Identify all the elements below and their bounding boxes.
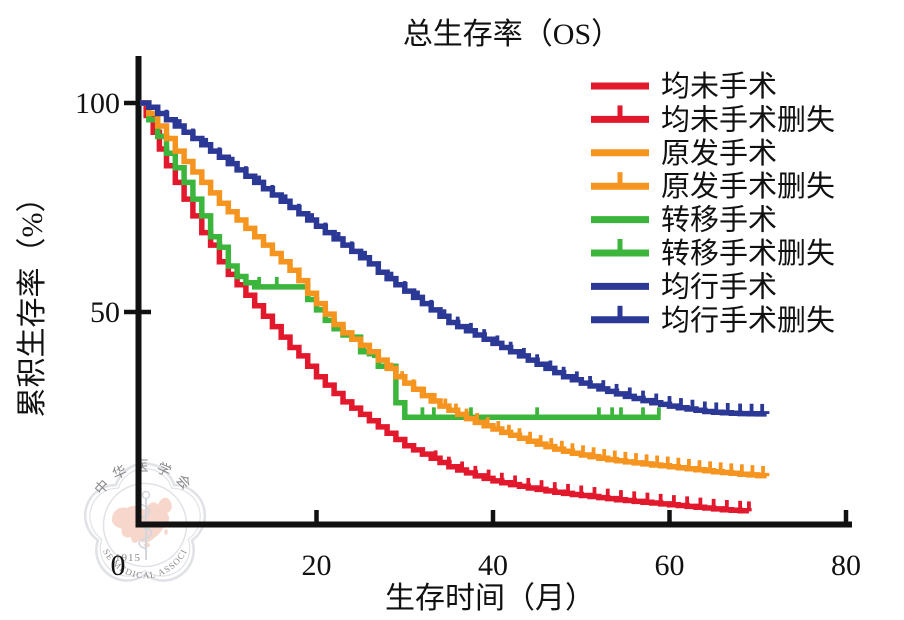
x-tick-label: 40: [478, 549, 508, 582]
legend-row: 均未手术: [591, 70, 777, 103]
x-axis-title: 生存时间（月）: [385, 582, 595, 615]
legend-row: 均行手术删失: [591, 304, 835, 337]
snake-icon: [136, 503, 153, 550]
seal-flower-outline: [83, 462, 207, 582]
y-tick-label: 100: [75, 87, 120, 120]
x-tick-label: 80: [831, 549, 861, 582]
legend-label: 均行手术: [661, 270, 777, 303]
seal-flower-inner-outline: [89, 468, 201, 577]
legend-label: 原发手术删失: [661, 170, 835, 203]
legend-label: 均未手术: [661, 70, 777, 103]
legend-label: 均未手术删失: [661, 103, 835, 136]
chart-title: 总生存率（OS）: [403, 18, 621, 51]
x-tick-label: 0: [111, 549, 126, 582]
legend-row: 转移手术删失: [591, 237, 835, 270]
cma-watermark: 中华医学会CHINESE MEDICAL ASSOCIATION1915: [83, 460, 207, 582]
seal-top-text: 中华医学会: [92, 460, 198, 498]
x-tick-label: 60: [655, 549, 685, 582]
y-axis-title: 累积生存率（%）: [16, 183, 49, 418]
survival-curves: [140, 100, 770, 514]
legend-label: 转移手术删失: [661, 237, 835, 270]
legend-label: 均行手术删失: [661, 304, 835, 337]
taiwan-island: [164, 529, 168, 535]
y-tick-label: 50: [90, 296, 120, 329]
cma-seal: 中华医学会CHINESE MEDICAL ASSOCIATION1915: [83, 460, 207, 582]
legend-row: 原发手术删失: [591, 170, 835, 203]
seal-year-text: 1915: [115, 552, 141, 564]
legend-label: 转移手术: [661, 204, 777, 237]
legend-row: 转移手术: [591, 204, 777, 237]
legend-label: 原发手术: [661, 137, 777, 170]
legend-row: 均未手术删失: [591, 103, 835, 136]
axes: 100 50 0 20 40 60 80: [75, 56, 861, 582]
legend-row: 原发手术: [591, 137, 777, 170]
staff-head-icon: [141, 490, 151, 500]
legend-row: 均行手术: [591, 270, 777, 303]
x-tick-label: 20: [302, 549, 332, 582]
china-map: [111, 497, 172, 543]
